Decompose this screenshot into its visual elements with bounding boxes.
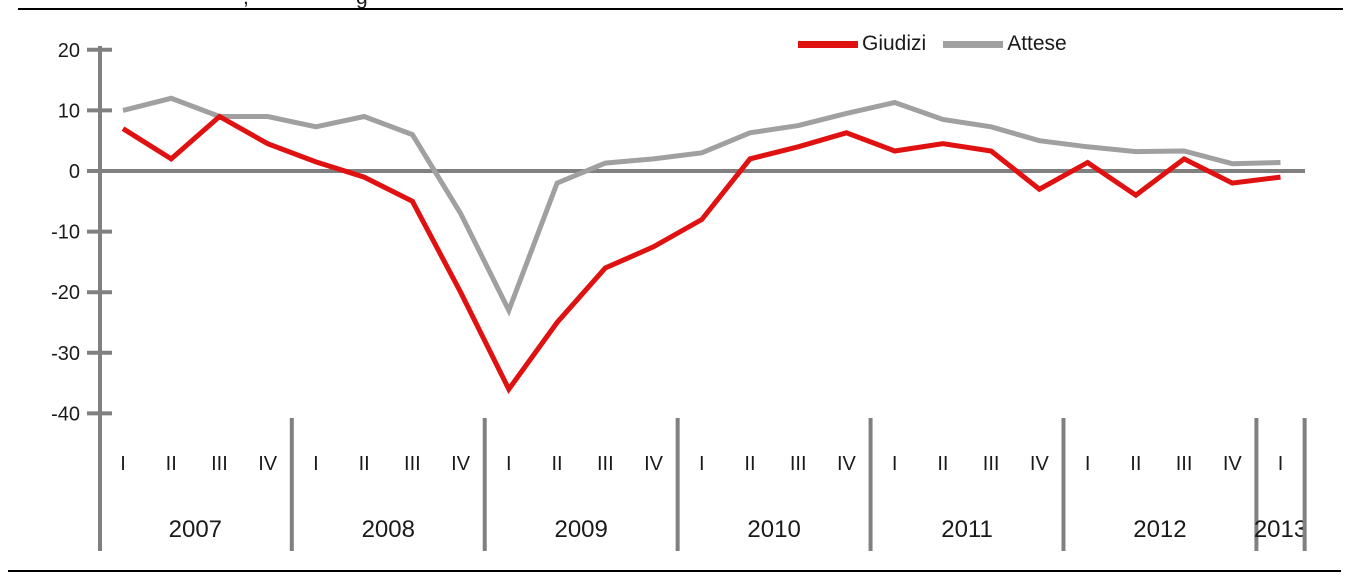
y-tick-label: -40 xyxy=(51,403,80,425)
quarter-label: II xyxy=(1130,453,1141,475)
quarter-label: II xyxy=(552,453,563,475)
quarter-label: IV xyxy=(1030,453,1050,475)
year-label: 2010 xyxy=(747,516,800,543)
quarter-label: III xyxy=(404,453,421,475)
quarter-label: IV xyxy=(451,453,471,475)
legend: Giudizi Attese xyxy=(798,32,1067,56)
cropped-title-text: ,g xyxy=(0,0,1349,8)
quarter-label: I xyxy=(313,453,319,475)
quarter-label: III xyxy=(597,453,614,475)
quarter-label: I xyxy=(699,453,705,475)
quarter-label: III xyxy=(983,453,1000,475)
series-line-giudizi xyxy=(121,113,1281,395)
attese-legend-label: Attese xyxy=(1007,32,1067,55)
y-tick-label: -10 xyxy=(51,222,80,244)
quarter-label: III xyxy=(790,453,807,475)
year-label: 2013 xyxy=(1254,516,1307,543)
y-tick-label: -30 xyxy=(51,343,80,365)
year-label: 2008 xyxy=(362,516,415,543)
quarter-label: I xyxy=(506,453,512,475)
quarter-label: II xyxy=(166,453,177,475)
quarter-label: II xyxy=(744,453,755,475)
quarter-label: I xyxy=(1085,453,1091,475)
giudizi-legend-label: Giudizi xyxy=(862,32,927,55)
title-fragment: , xyxy=(243,0,249,8)
quarter-label: III xyxy=(1176,453,1193,475)
y-tick-label: 20 xyxy=(58,40,80,62)
y-tick-label: 0 xyxy=(69,161,80,183)
legend-item-giudizi: Giudizi xyxy=(798,32,926,56)
series-line-attese xyxy=(122,95,1281,317)
year-label: 2011 xyxy=(941,516,993,543)
giudizi-line-swatch xyxy=(798,40,858,48)
quarter-label: IV xyxy=(837,453,857,475)
year-label: 2009 xyxy=(554,516,607,543)
top-rule xyxy=(18,8,1343,10)
quarter-label: I xyxy=(1278,453,1284,475)
year-label: 2012 xyxy=(1133,516,1186,543)
y-tick-label: 10 xyxy=(58,100,80,122)
quarter-label: IV xyxy=(644,453,664,475)
year-label: 2007 xyxy=(169,516,222,543)
legend-item-attese: Attese xyxy=(943,32,1067,56)
title-fragment: g xyxy=(356,0,368,8)
quarter-label: I xyxy=(120,453,126,475)
attese-line-swatch xyxy=(943,40,1004,48)
quarter-label: IV xyxy=(258,453,278,475)
quarter-label: I xyxy=(892,453,898,475)
quarter-label: II xyxy=(359,453,370,475)
quarter-label: II xyxy=(937,453,948,475)
quarter-label: IV xyxy=(1223,453,1243,475)
bottom-rule xyxy=(8,570,1341,572)
y-tick-label: -20 xyxy=(51,282,80,304)
quarter-label: III xyxy=(211,453,228,475)
